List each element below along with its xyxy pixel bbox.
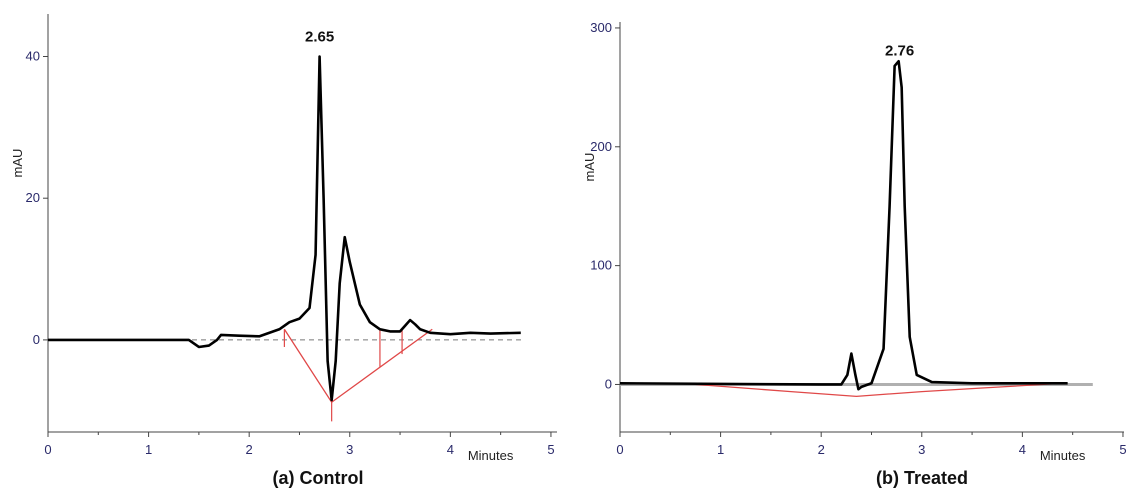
integration-baseline bbox=[680, 382, 1063, 397]
x-tick-label: 2 bbox=[818, 442, 825, 457]
y-tick-label: 200 bbox=[590, 139, 612, 154]
x-tick-label: 5 bbox=[1119, 442, 1126, 457]
signal-trace bbox=[48, 55, 521, 402]
x-tick-label: 0 bbox=[616, 442, 623, 457]
x-tick-label: 3 bbox=[918, 442, 925, 457]
x-tick-label: 1 bbox=[717, 442, 724, 457]
x-tick-label: 1 bbox=[145, 442, 152, 457]
x-tick-label: 3 bbox=[346, 442, 353, 457]
signal-trace bbox=[619, 59, 1068, 391]
x-tick-label: 5 bbox=[547, 442, 554, 457]
y-axis-title: mAU bbox=[582, 153, 597, 182]
chart-caption: (b) Treated bbox=[876, 468, 968, 488]
y-axis-title: mAU bbox=[10, 149, 25, 178]
x-tick-label: 2 bbox=[246, 442, 253, 457]
x-tick-label: 4 bbox=[447, 442, 454, 457]
control-chromatogram: 0 1 2 3 4 5 0 20 40 mAU Minutes 2.65 (a) Control bbox=[10, 14, 557, 488]
chart-caption: (a) Control bbox=[273, 468, 364, 488]
peak-label: 2.76 bbox=[885, 43, 914, 60]
y-tick-label: 300 bbox=[590, 20, 612, 35]
y-tick-label: 40 bbox=[26, 49, 40, 64]
y-tick-label: 100 bbox=[590, 258, 612, 273]
treated-chromatogram: 0 1 2 3 4 5 0 100 200 300 mAU Minutes 2.76 (b) Treate… bbox=[582, 20, 1127, 488]
y-tick-label: 0 bbox=[605, 376, 612, 391]
y-tick-label: 20 bbox=[26, 190, 40, 205]
x-axis-unit: Minutes bbox=[1040, 448, 1086, 463]
x-axis-unit: Minutes bbox=[468, 448, 514, 463]
x-tick-label: 0 bbox=[44, 442, 51, 457]
x-tick-label: 4 bbox=[1019, 442, 1026, 457]
peak-label: 2.65 bbox=[305, 28, 334, 45]
y-tick-label: 0 bbox=[33, 332, 40, 347]
